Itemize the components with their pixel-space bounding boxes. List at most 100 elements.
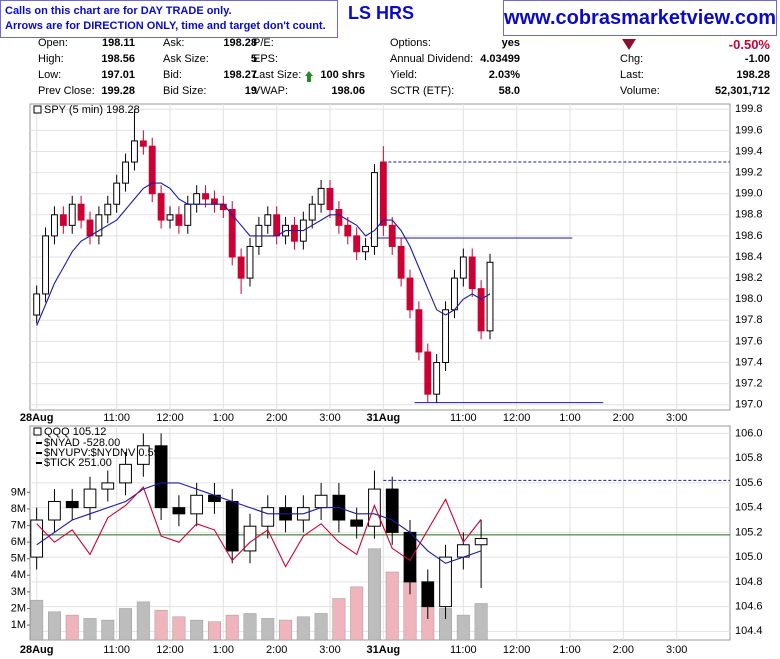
volume-bar: [314, 613, 328, 641]
x-tick-label: 3:00: [319, 412, 340, 424]
candle-body: [86, 219, 94, 237]
note: Arrows are for DIRECTION ONLY, time and …: [5, 20, 326, 32]
x-tick-label: 12:00: [503, 644, 531, 656]
panel: 28Aug 11:00 12:00 1:00 2:00 3:00 31Aug 11:00 12:…: [20, 103, 763, 424]
candle-body: [243, 525, 257, 552]
legend-swatch: [36, 462, 42, 464]
candle-body: [202, 193, 209, 200]
y-tick-label: 104.6: [735, 601, 763, 613]
note: Calls on this chart are for DAY TRADE on…: [5, 5, 232, 17]
x-tick-label: 31Aug: [367, 412, 401, 424]
candle-body: [131, 140, 138, 163]
candle-body: [95, 214, 103, 237]
quote-label: Last Size:: [253, 69, 302, 81]
x-tick-label: 2:00: [266, 412, 287, 424]
quote-value: -0.50%: [728, 37, 770, 52]
candle-body: [104, 203, 112, 216]
candle-body: [246, 245, 254, 279]
candle-body: [261, 507, 275, 527]
candle-body: [148, 145, 156, 195]
volume-bar: [296, 616, 310, 641]
x-tick-label: 31Aug: [367, 644, 401, 656]
x-tick-label: 28Aug: [20, 644, 54, 656]
candle-body: [68, 203, 76, 226]
volume-bar: [30, 599, 44, 641]
y2-tick-label: 8M: [11, 503, 26, 515]
x-tick-label: 11:00: [450, 644, 477, 656]
y-tick-label: 198.6: [735, 230, 763, 242]
panel-icon: [33, 105, 42, 114]
volume-bar: [190, 619, 204, 641]
volume-bar: [367, 548, 381, 641]
y2-tick-label: 7M: [11, 519, 26, 531]
candle-body: [459, 256, 467, 279]
candle-body: [83, 488, 97, 509]
quote-value: -1.00: [744, 53, 770, 65]
candle-body: [157, 193, 165, 221]
candle-body: [33, 293, 41, 316]
quote-label: P/E:: [253, 37, 274, 49]
line-series: [36, 486, 482, 568]
y-tick-label: 197.0: [735, 399, 763, 411]
candle-body: [119, 463, 132, 484]
y-tick-label: 104.4: [735, 625, 763, 637]
y-tick-label: 198.0: [735, 293, 763, 305]
legend-swatch: [36, 452, 42, 454]
quote-value: 198.56: [101, 53, 135, 65]
candle-body: [433, 362, 441, 395]
volume-bar: [243, 613, 257, 641]
candle-body: [211, 198, 218, 205]
x-tick-label: 2:00: [613, 644, 634, 656]
y2-tick-label: 1M: [11, 619, 26, 631]
candle-body: [101, 482, 115, 490]
panel-icon: [33, 427, 42, 436]
y2-tick-label: 4M: [11, 569, 26, 581]
quote-value: 197.01: [101, 69, 135, 81]
quote-value: 2.03%: [488, 69, 520, 81]
annotation: $NYUPV:$NYDNV 0.59: [44, 447, 160, 459]
candle-body: [308, 203, 316, 221]
y-tick-label: 105.8: [735, 452, 763, 464]
candle-body: [317, 187, 325, 205]
candle-body: [48, 500, 61, 521]
candle-body: [421, 581, 435, 608]
candle-body: [415, 309, 423, 353]
y2-tick-label: 2M: [11, 602, 26, 614]
y-tick-label: 104.8: [735, 576, 763, 588]
x-tick-label: 1:00: [559, 412, 580, 424]
x-tick-label: 3:00: [666, 412, 687, 424]
y-tick-label: 199.2: [735, 166, 763, 178]
quote-value: 198.28: [223, 37, 257, 49]
quote-value: 199.28: [101, 85, 135, 97]
quote-value: 19: [244, 85, 257, 97]
x-tick-label: 3:00: [319, 644, 340, 656]
up-arrow: [305, 71, 313, 82]
y-tick-label: 197.4: [735, 356, 763, 368]
quote-label: Prev Close:: [38, 85, 95, 97]
x-tick-label: 3:00: [666, 644, 687, 656]
y-tick-label: 198.4: [735, 251, 763, 263]
annotation: $TICK 251.00: [44, 457, 112, 469]
volume-bar: [350, 586, 364, 641]
candle-body: [474, 538, 488, 546]
legend-entry: $NYAD -528.00: [44, 437, 120, 449]
line-series: [36, 482, 482, 564]
volume-bar: [101, 619, 115, 641]
candle-body: [172, 507, 186, 515]
candle-body: [442, 309, 449, 364]
y-tick-label: 199.8: [735, 103, 763, 115]
line-series: [36, 182, 491, 326]
quote-value: 198.28: [736, 69, 770, 81]
candle-body: [237, 256, 245, 279]
volume-bar: [456, 614, 470, 641]
quote-label: Low:: [38, 69, 62, 81]
candle-body: [42, 235, 49, 295]
candle-body: [273, 214, 281, 237]
candle-body: [51, 214, 58, 237]
candle-body: [136, 445, 150, 465]
quote-label: Open:: [38, 37, 68, 49]
candle-body: [225, 500, 239, 552]
page-title: LS HRS: [348, 3, 415, 23]
quote-value: 198.11: [101, 37, 135, 49]
